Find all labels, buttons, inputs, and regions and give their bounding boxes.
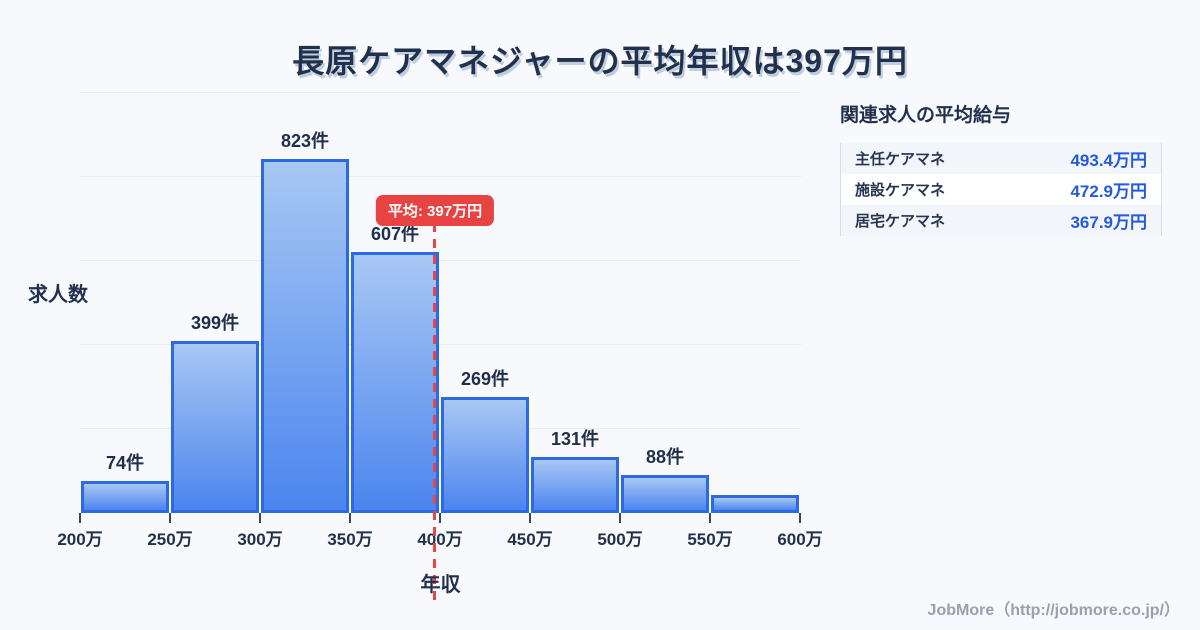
salary-row-label: 施設ケアマネ <box>855 182 946 199</box>
x-axis-tick <box>349 513 351 523</box>
histogram-bar <box>261 159 349 513</box>
x-axis-tick <box>169 513 171 523</box>
salary-row: 主任ケアマネ 493.4万円 <box>841 143 1161 174</box>
bar-value-label: 399件 <box>190 313 240 333</box>
gridline <box>80 92 801 93</box>
salary-row: 施設ケアマネ 472.9万円 <box>841 174 1161 205</box>
salary-row-value: 472.9万円 <box>1070 182 1147 201</box>
x-axis-tick-label: 350万 <box>327 530 373 549</box>
x-axis-tick <box>259 513 261 523</box>
salary-row-label: 主任ケアマネ <box>855 151 946 168</box>
histogram-bar <box>81 481 169 513</box>
x-axis-tick <box>439 513 441 523</box>
x-axis-tick <box>799 513 801 523</box>
x-axis-tick-label: 200万 <box>57 530 103 549</box>
gridline <box>80 260 801 261</box>
bar-value-label: 823件 <box>280 131 330 151</box>
x-axis-tick-label: 300万 <box>237 530 283 549</box>
x-axis-tick-label: 500万 <box>597 530 643 549</box>
salary-row-value: 493.4万円 <box>1070 151 1147 170</box>
y-axis-title: 求人数 <box>28 284 88 306</box>
histogram-bar <box>441 397 529 513</box>
x-axis-tick <box>529 513 531 523</box>
histogram-bar <box>351 252 439 513</box>
histogram-plot: 74件 399件 823件 607件 269件 131件 88件 200万 250万 300万 3… <box>57 92 823 606</box>
x-axis-tick <box>709 513 711 523</box>
related-salary-panel: 関連求人の平均給与 主任ケアマネ 493.4万円施設ケアマネ 472.9万円居宅ケア… <box>840 100 1162 236</box>
x-axis-tick-label: 550万 <box>687 530 733 549</box>
bar-value-label: 131件 <box>550 429 600 449</box>
bar-value-label: 607件 <box>370 224 420 244</box>
average-badge: 平均: 397万円 <box>375 195 495 226</box>
x-axis-title: 年収 <box>420 574 461 596</box>
x-axis-tick-label: 400万 <box>417 530 463 549</box>
related-salary-panel-title: 関連求人の平均給与 <box>840 105 1012 126</box>
gridline <box>80 428 801 429</box>
x-axis-tick-label: 450万 <box>507 530 553 549</box>
bar-value-label: 269件 <box>460 369 510 389</box>
footer-credit: JobMore（http://jobmore.co.jp/） <box>927 602 1180 619</box>
histogram-bar <box>621 475 709 513</box>
histogram-bar <box>531 457 619 513</box>
average-line <box>433 223 436 606</box>
salary-row-value: 367.9万円 <box>1070 213 1147 232</box>
x-axis-tick <box>79 513 81 523</box>
histogram-bar <box>171 341 259 513</box>
bar-value-label: 88件 <box>645 447 685 467</box>
salary-row-label: 居宅ケアマネ <box>855 213 946 230</box>
gridline <box>80 344 801 345</box>
related-salary-table: 主任ケアマネ 493.4万円施設ケアマネ 472.9万円居宅ケアマネ 367.9万円 <box>840 143 1162 236</box>
x-axis-tick-label: 600万 <box>777 530 823 549</box>
histogram-bar <box>711 495 799 513</box>
bar-value-label: 74件 <box>105 453 145 473</box>
salary-row: 居宅ケアマネ 367.9万円 <box>841 205 1161 236</box>
x-axis-tick-label: 250万 <box>147 530 193 549</box>
gridline <box>80 176 801 177</box>
page-title: 長原ケアマネジャーの平均年収は397万円 <box>292 43 908 79</box>
x-axis-tick <box>619 513 621 523</box>
